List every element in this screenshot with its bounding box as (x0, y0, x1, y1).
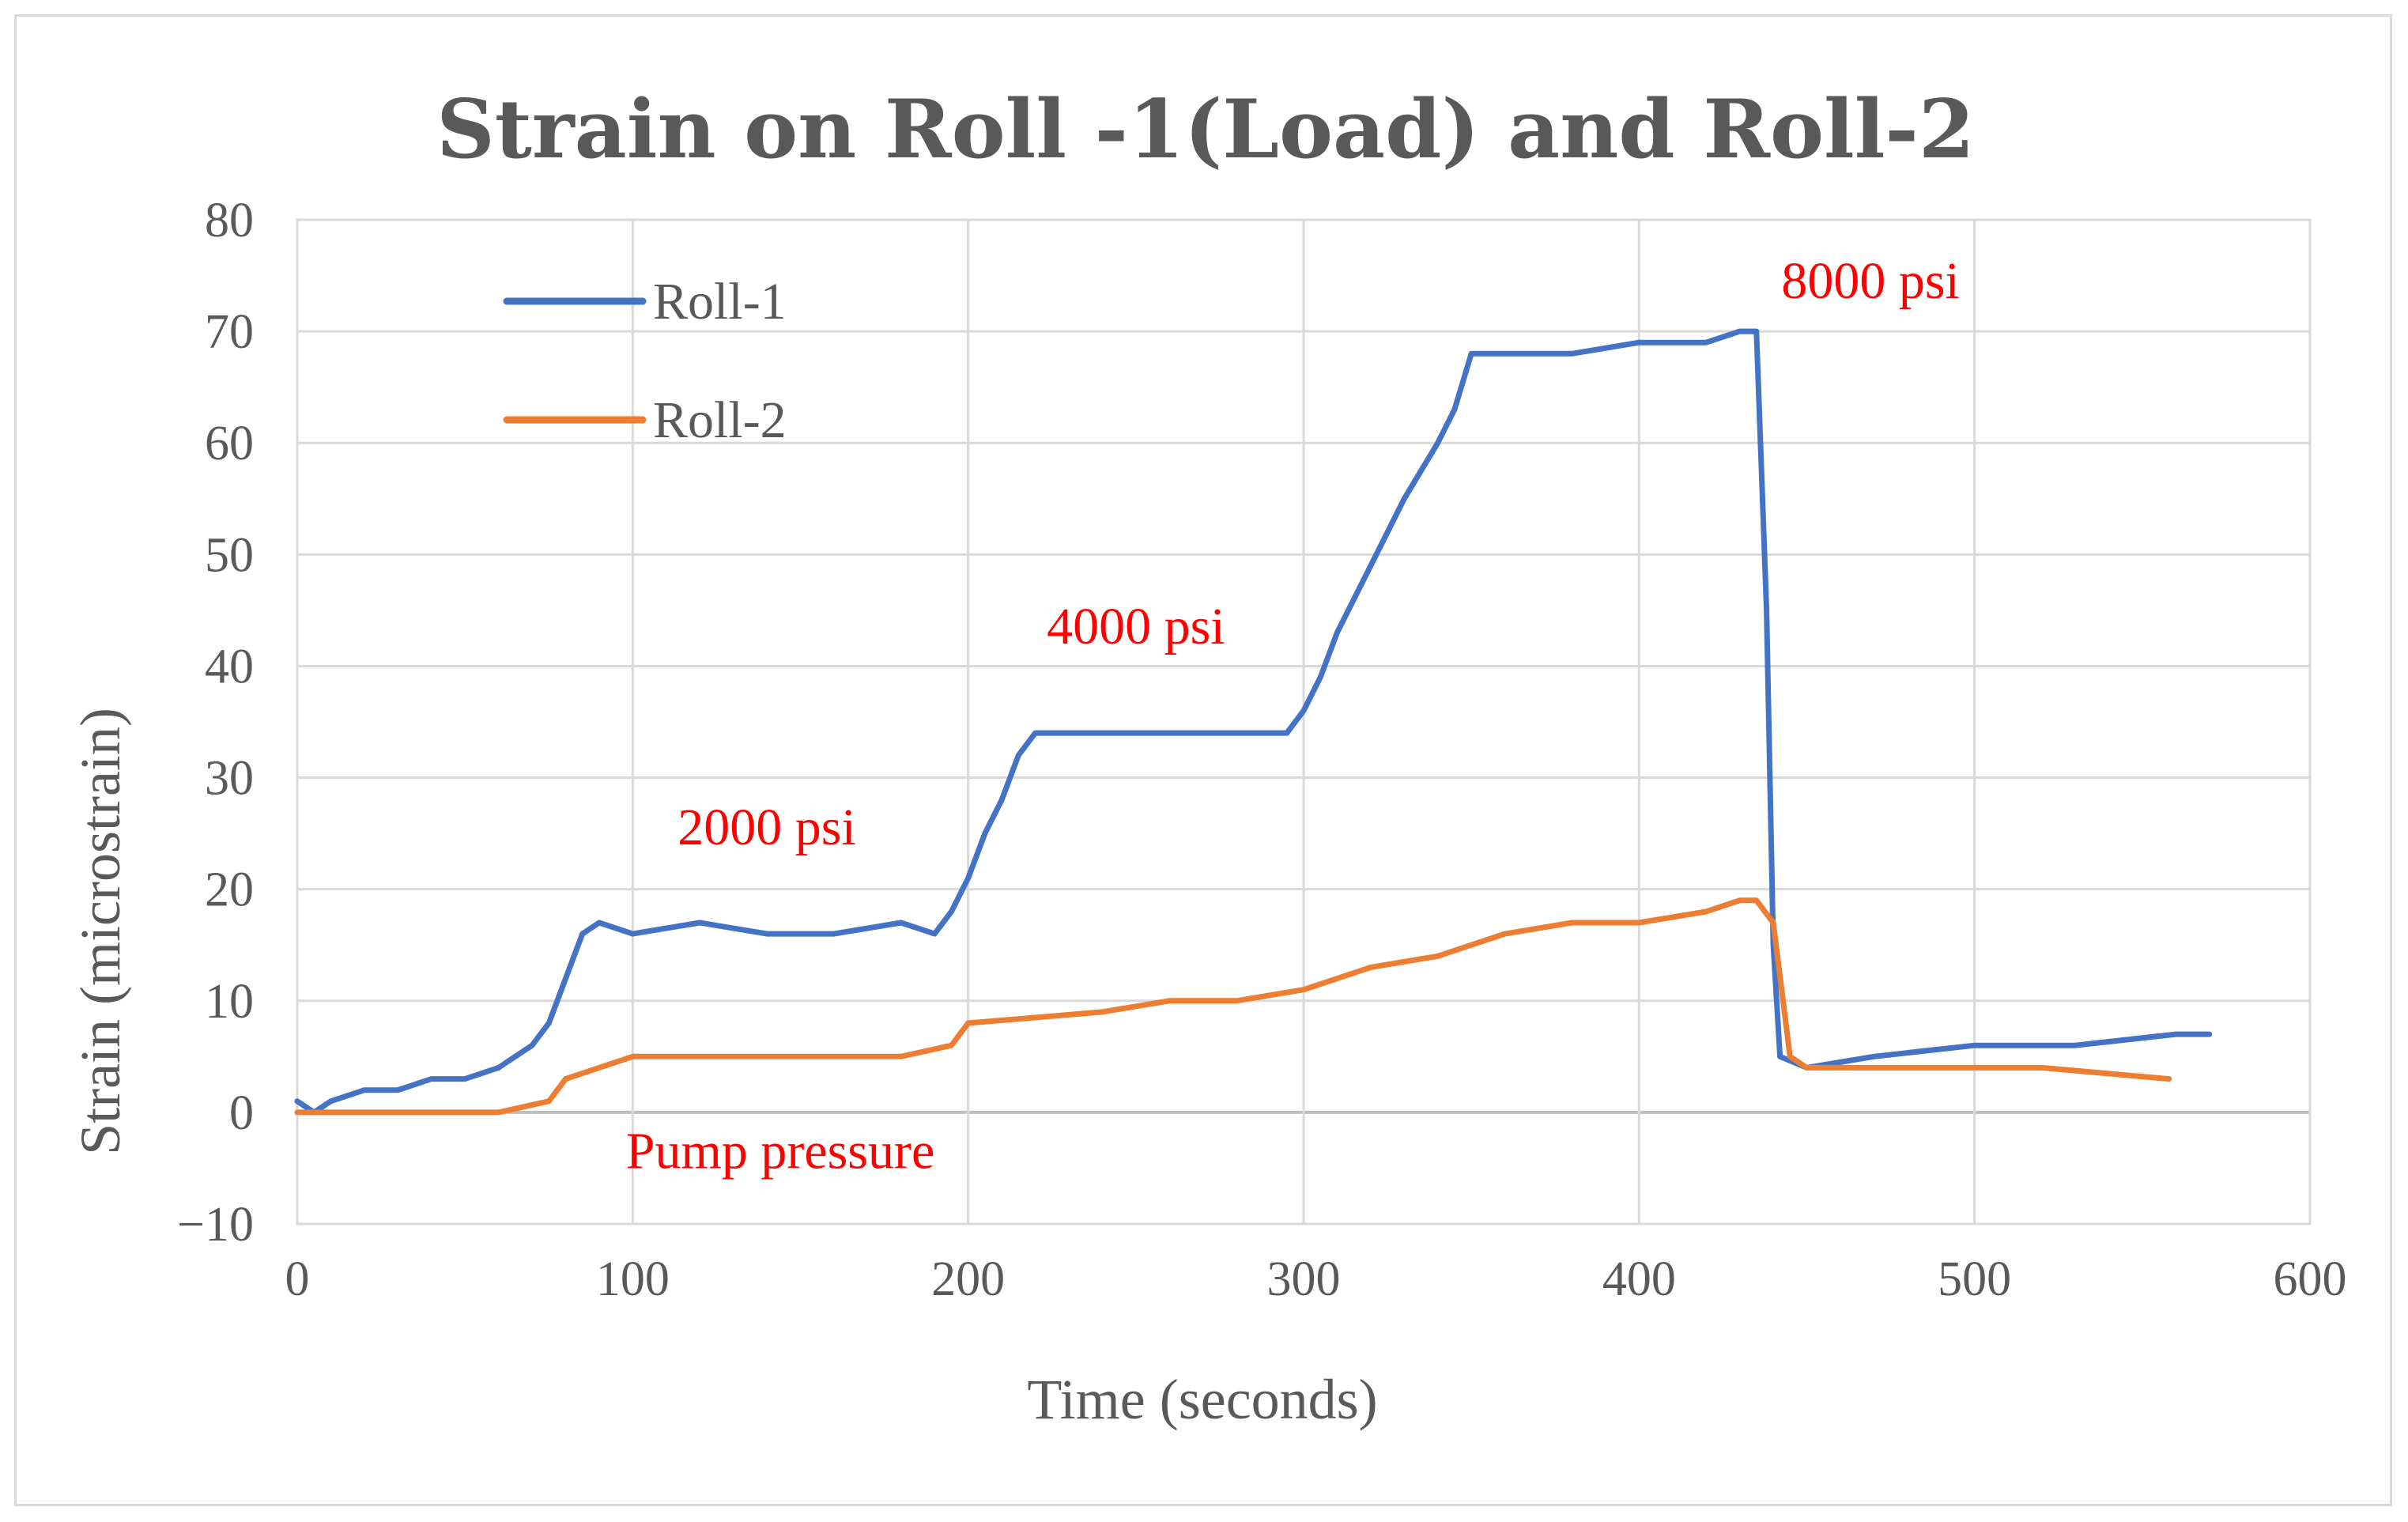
chart-title: Strain on Roll -1(Load) and Roll-2 (436, 82, 1975, 177)
x-axis-title: Time (seconds) (1027, 1368, 1377, 1431)
y-tick-label: 0 (229, 1086, 254, 1140)
y-tick-label: 70 (205, 305, 254, 359)
x-tick-label: 600 (2274, 1252, 2347, 1306)
y-tick-label: 80 (205, 194, 254, 247)
annotation-label: 8000 psi (1781, 252, 1960, 310)
x-tick-label: 200 (931, 1252, 1005, 1306)
y-tick-label: −10 (177, 1198, 254, 1252)
y-tick-label: 20 (205, 863, 254, 917)
legend-label-roll-1: Roll-1 (653, 273, 787, 330)
y-tick-label: 50 (205, 528, 254, 582)
legend-label-roll-2: Roll-2 (653, 391, 787, 449)
series-layer (294, 328, 2213, 1116)
series-line-roll-1 (294, 328, 2213, 1116)
legend: Roll-1 Roll-2 (503, 273, 787, 449)
series-line-roll-2 (294, 897, 2172, 1116)
x-tick-label: 500 (1938, 1252, 2011, 1306)
x-tick-label: 400 (1602, 1252, 1676, 1306)
y-axis-title: Strain (microstrain) (69, 708, 132, 1155)
annotation-layer: 2000 psi 4000 psi 8000 psi Pump pressure (626, 252, 1960, 1180)
grid-layer (296, 218, 2312, 1226)
x-tick-label: 100 (596, 1252, 670, 1306)
annotation-label: 2000 psi (677, 799, 856, 856)
annotation-label: Pump pressure (626, 1122, 934, 1180)
x-tick-label: 300 (1267, 1252, 1341, 1306)
y-tick-label: 10 (205, 975, 254, 1029)
annotation-label: 4000 psi (1047, 598, 1225, 655)
y-tick-label: 60 (205, 417, 254, 470)
y-tick-label: 30 (205, 752, 254, 806)
chart-frame: Strain on Roll -1(Load) and Roll-2 80 70 6… (14, 14, 2392, 1506)
x-tick-label: 0 (285, 1252, 310, 1306)
y-tick-label: 40 (205, 640, 254, 693)
chart-svg: Strain on Roll -1(Load) and Roll-2 80 70 6… (69, 82, 2347, 1431)
